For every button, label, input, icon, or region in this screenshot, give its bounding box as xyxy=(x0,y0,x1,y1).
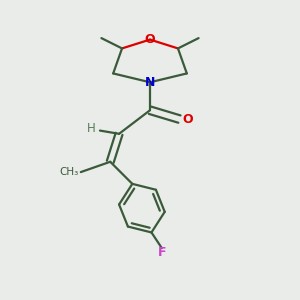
Text: H: H xyxy=(87,122,95,135)
Text: O: O xyxy=(182,112,193,126)
Text: F: F xyxy=(158,246,166,259)
Text: N: N xyxy=(145,76,155,89)
Text: O: O xyxy=(145,33,155,46)
Text: CH₃: CH₃ xyxy=(59,167,79,177)
